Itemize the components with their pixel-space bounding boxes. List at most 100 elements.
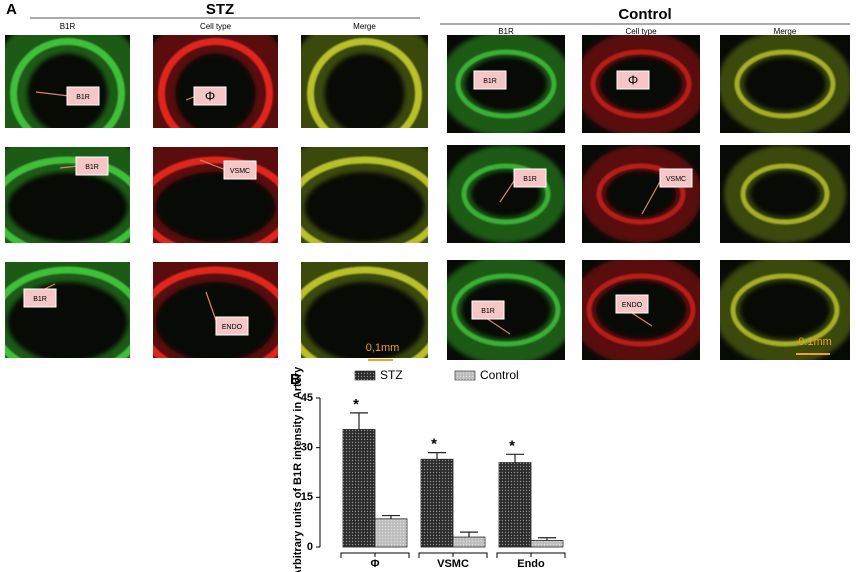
- tissue-glow: [720, 260, 850, 360]
- micrograph: [5, 147, 130, 243]
- bar-texture: [453, 537, 485, 547]
- annotation-box: [66, 86, 100, 106]
- vessel-wall: [455, 49, 557, 119]
- annotation: VSMC: [666, 176, 686, 183]
- column-header: B1R: [60, 22, 76, 31]
- error-bar: [538, 537, 556, 541]
- x-bracket: [340, 552, 410, 558]
- annotation: B1R: [33, 296, 47, 303]
- tissue-glow: [301, 147, 428, 243]
- annotation-box: [75, 156, 109, 176]
- bar-texture: [375, 518, 407, 547]
- micrograph: [720, 35, 850, 133]
- scale-bar-label: 0.1mm: [798, 336, 832, 348]
- micrograph: [720, 145, 850, 243]
- group-title: Control: [618, 6, 671, 23]
- y-axis-label: Arbitrary units of B1R intensity in Arte…: [292, 366, 304, 572]
- x-tick-label: VSMC: [437, 558, 469, 570]
- significance: *: [353, 396, 359, 413]
- annotation-box: [615, 294, 649, 314]
- bar-texture: [343, 429, 375, 547]
- arrow: [35, 91, 70, 97]
- tissue-glow: [447, 145, 565, 243]
- legend-texture: [355, 371, 375, 380]
- annotation: B1R: [523, 176, 537, 183]
- tissue-glow: [447, 35, 565, 133]
- error-bar: [428, 452, 446, 460]
- tissue-glow: [582, 35, 700, 133]
- annotation: Φ: [628, 72, 638, 87]
- micrograph: [301, 147, 428, 243]
- vessel-wall: [734, 49, 836, 119]
- column-header: Cell type: [625, 27, 657, 36]
- bar-texture: [531, 540, 563, 547]
- x-bracket: [496, 552, 566, 558]
- annotation: B1R: [483, 78, 497, 85]
- vessel-wall: [5, 266, 130, 358]
- annotation: ENDO: [622, 302, 643, 309]
- micrograph: [720, 260, 850, 360]
- bar-texture: [499, 462, 531, 547]
- vessel-wall: [586, 273, 696, 347]
- micrograph: [301, 35, 428, 128]
- significance: *: [431, 436, 437, 453]
- vessel-wall: [301, 266, 428, 358]
- vessel-wall: [153, 156, 278, 243]
- error-bar: [382, 514, 400, 519]
- arrow: [59, 165, 79, 169]
- tissue-glow: [582, 145, 700, 243]
- vessel-wall: [451, 273, 561, 347]
- y-tick-label: 45: [301, 392, 313, 404]
- vessel-wall: [307, 38, 422, 128]
- column-header: B1R: [498, 27, 514, 36]
- tissue-glow: [153, 147, 278, 243]
- vessel-wall: [153, 266, 278, 358]
- tissue-glow: [724, 145, 846, 243]
- annotation-box: [215, 316, 249, 336]
- annotation: Φ: [205, 88, 215, 103]
- annotation: ENDO: [222, 324, 243, 331]
- micrograph: [153, 35, 278, 128]
- scale-bar-label: 0,1mm: [366, 342, 400, 354]
- micrograph: [5, 262, 130, 358]
- significance: *: [509, 437, 515, 454]
- vessel-wall: [461, 163, 551, 225]
- error-bar: [350, 412, 368, 430]
- arrow: [199, 159, 227, 171]
- tissue-glow: [5, 147, 130, 243]
- annotation: B1R: [76, 94, 90, 101]
- annotation-box: [659, 168, 693, 188]
- y-tick-label: 15: [301, 491, 313, 503]
- micrograph: [582, 35, 700, 133]
- tissue-glow: [153, 35, 278, 128]
- legend-texture: [455, 371, 475, 380]
- error-bar: [460, 531, 478, 538]
- column-header: Cell type: [200, 22, 232, 31]
- x-bracket: [418, 552, 488, 558]
- annotation-box: [471, 300, 505, 320]
- vessel-wall: [596, 163, 686, 225]
- micrograph: [153, 147, 278, 243]
- annotation: VSMC: [230, 168, 250, 175]
- vessel-wall: [590, 49, 692, 119]
- annotation: B1R: [85, 164, 99, 171]
- annotation-box: [193, 86, 227, 106]
- vessel-wall: [10, 38, 125, 128]
- x-tick-label: Φ: [370, 558, 379, 570]
- panel-label: B: [290, 371, 301, 388]
- column-header: Merge: [774, 27, 797, 36]
- x-tick-label: Endo: [517, 558, 545, 570]
- panel-label: A: [6, 1, 17, 18]
- vessel-wall: [730, 273, 840, 347]
- annotation: B1R: [481, 308, 495, 315]
- micrograph: [301, 262, 428, 358]
- micrograph: [153, 262, 278, 358]
- arrow: [499, 177, 517, 203]
- micrograph: [447, 260, 565, 360]
- column-header: Merge: [353, 22, 376, 31]
- annotation-box: [616, 70, 650, 90]
- y-tick-label: 0: [307, 541, 313, 553]
- tissue-glow: [5, 35, 130, 128]
- annotation-box: [513, 168, 547, 188]
